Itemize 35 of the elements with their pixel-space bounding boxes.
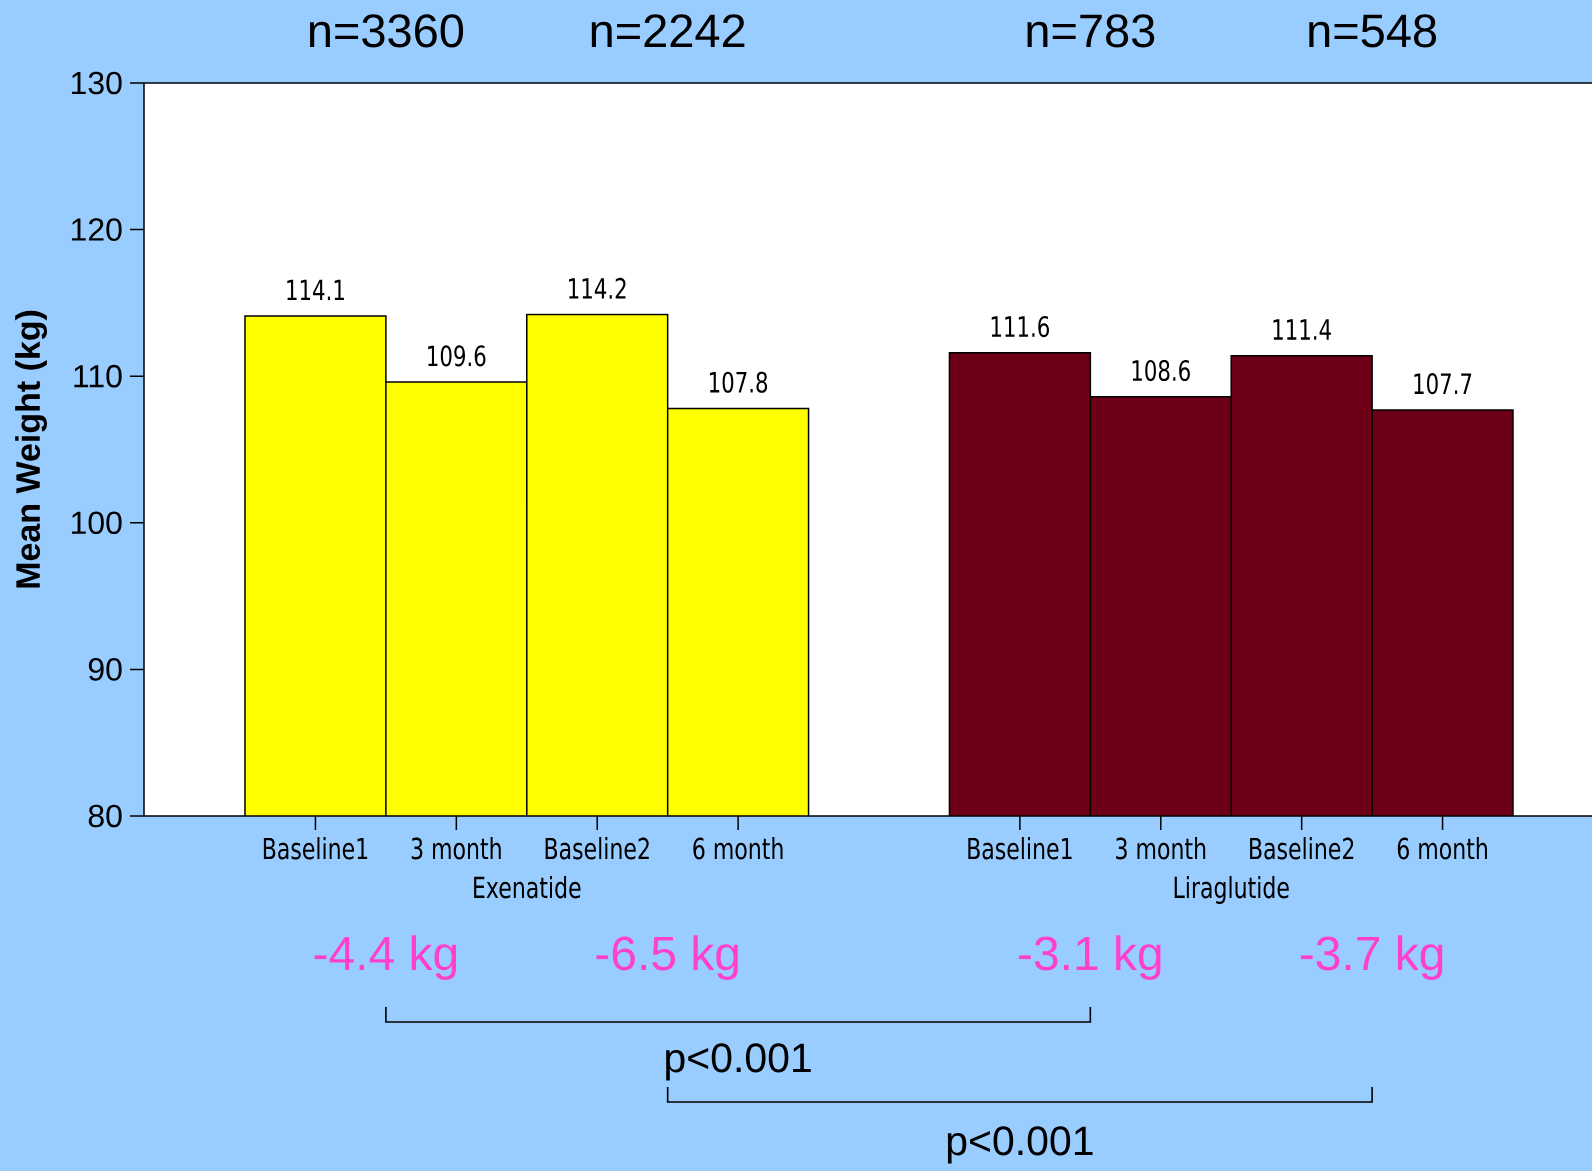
text: -4.4 kg <box>314 935 457 980</box>
y-tick-label: 120 <box>71 218 122 241</box>
x-tick-label: 6 month <box>1397 837 1487 860</box>
y-tick-label: 100 <box>71 511 122 535</box>
data-label: 111.4 <box>1273 319 1331 340</box>
y-tick-label: 130 <box>71 71 122 95</box>
data-label: 107.7 <box>1414 373 1472 395</box>
text: -3.7 kg <box>1300 935 1443 980</box>
text: Exenatide <box>474 875 581 899</box>
text: n=3360 <box>309 14 464 48</box>
y-tick-label: 80 <box>88 804 122 828</box>
data-label: 107.8 <box>709 371 768 393</box>
text: -3.1 kg <box>1019 935 1161 980</box>
x-tick-label: Baseline2 <box>1250 837 1354 860</box>
text: p<0.001 <box>947 1126 1093 1164</box>
data-label: 108.6 <box>1132 359 1190 382</box>
text: -6.5 kg <box>596 935 738 980</box>
text: n=548 <box>1309 14 1437 48</box>
data-label: 109.6 <box>428 345 486 367</box>
text: n=783 <box>1027 14 1155 48</box>
text: Liraglutide <box>1174 875 1289 905</box>
x-tick-label: 6 month <box>693 837 783 860</box>
y-axis-title: Mean Weight (kg) <box>15 310 47 588</box>
text: n=2242 <box>591 14 745 47</box>
y-tick-label: 110 <box>74 364 122 388</box>
x-tick-label: Baseline1 <box>968 837 1072 860</box>
data-label: 114.2 <box>569 277 626 299</box>
x-tick-label: 3 month <box>411 837 501 860</box>
x-tick-label: Baseline1 <box>263 837 368 860</box>
y-tick-label: 90 <box>88 658 122 681</box>
data-label: 111.6 <box>991 315 1049 338</box>
text: p<0.001 <box>666 1043 811 1081</box>
data-label: 114.1 <box>287 279 344 301</box>
x-tick-label: 3 month <box>1116 837 1206 860</box>
x-tick-label: Baseline2 <box>545 837 649 860</box>
